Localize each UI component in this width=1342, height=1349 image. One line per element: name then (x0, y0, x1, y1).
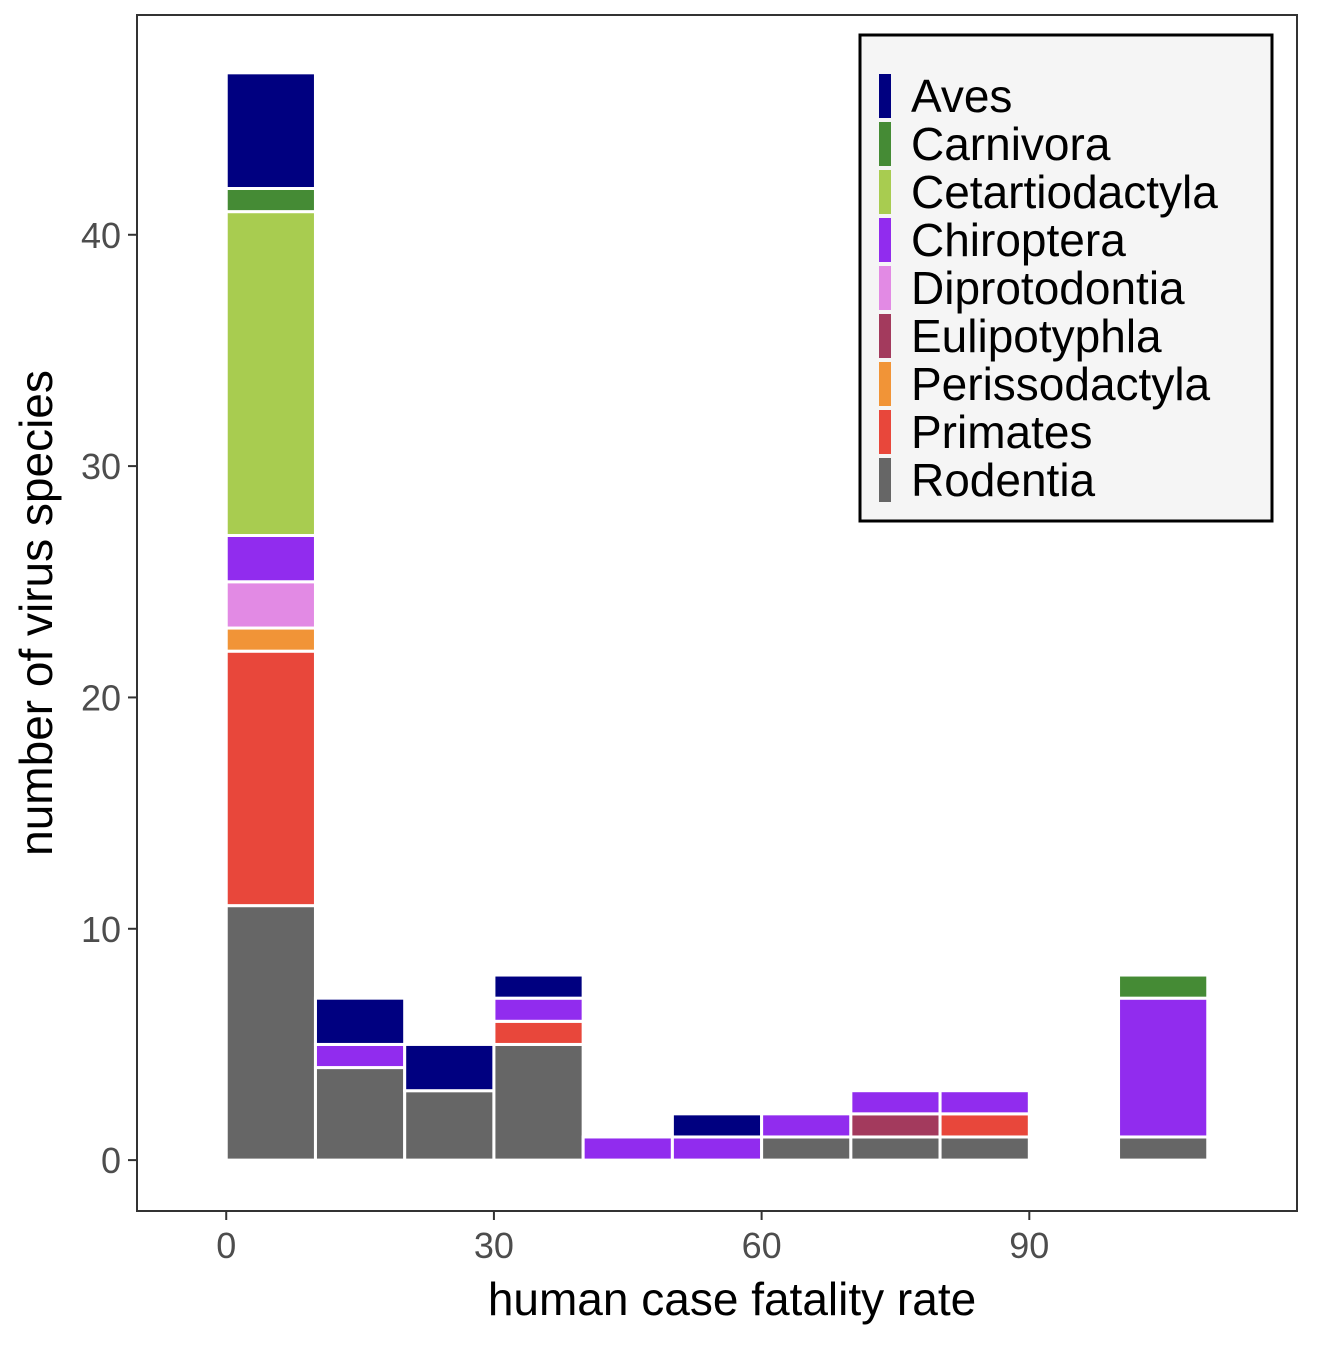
bar-diprotodontia-bin-0 (224, 580, 317, 630)
legend-swatch-rodentia (879, 458, 891, 502)
bar-chiroptera-bin-30 (492, 996, 585, 1023)
legend-label-chiroptera: Chiroptera (911, 214, 1126, 266)
bar-chiroptera-bin-40 (581, 1135, 674, 1162)
bar-primates-bin-80 (938, 1112, 1031, 1139)
bar-chiroptera-bin-70 (849, 1089, 942, 1116)
bar-chiroptera-bin-80 (938, 1089, 1031, 1116)
bar-eulipotyphla-bin-70 (849, 1112, 942, 1139)
legend-swatch-carnivora (879, 122, 891, 166)
bar-rodentia-bin-80 (938, 1135, 1031, 1162)
bar-rodentia-bin-30 (492, 1042, 585, 1162)
x-tick-label: 30 (474, 1225, 514, 1266)
y-tick-label: 0 (101, 1140, 121, 1181)
y-axis: 0 10 20 30 40 (81, 215, 137, 1181)
legend: AvesCarnivoraCetartiodactylaChiropteraDi… (858, 33, 1274, 523)
bar-primates-bin-30 (492, 1019, 585, 1046)
y-tick-label: 30 (81, 446, 121, 487)
y-axis-title: number of virus species (10, 370, 62, 856)
x-axis-title: human case fatality rate (488, 1273, 976, 1325)
bar-chiroptera-bin-0 (224, 534, 317, 584)
legend-swatch-chiroptera (879, 218, 891, 262)
bar-aves-bin-30 (492, 973, 585, 1000)
x-tick-label: 60 (742, 1225, 782, 1266)
legend-swatch-primates (879, 410, 891, 454)
bar-perissodactyla-bin-0 (224, 626, 317, 653)
bar-chiroptera-bin-60 (760, 1112, 853, 1139)
legend-swatch-eulipotyphla (879, 314, 891, 358)
bar-carnivora-bin-0 (224, 187, 317, 214)
x-axis: 0 30 60 90 (216, 1211, 1049, 1266)
legend-label-cetartiodactyla: Cetartiodactyla (911, 166, 1218, 218)
bars (224, 71, 1210, 1162)
bar-aves-bin-10 (313, 996, 407, 1046)
legend-label-diprotodontia: Diprotodontia (911, 262, 1185, 314)
legend-swatch-cetartiodactyla (879, 170, 891, 214)
legend-label-aves: Aves (911, 70, 1012, 122)
bar-rodentia-bin-70 (849, 1135, 942, 1162)
bar-rodentia-bin-10 (313, 1066, 407, 1162)
bar-aves-bin-20 (403, 1042, 496, 1093)
legend-label-eulipotyphla: Eulipotyphla (911, 310, 1162, 362)
bar-chiroptera-bin-10 (313, 1042, 407, 1070)
bar-rodentia-bin-0 (224, 904, 317, 1162)
y-tick-label: 20 (81, 677, 121, 718)
x-tick-label: 90 (1009, 1225, 1049, 1266)
bar-rodentia-bin-60 (760, 1135, 853, 1162)
x-tick-label: 0 (216, 1225, 236, 1266)
bar-rodentia-bin-20 (403, 1089, 496, 1162)
bar-carnivora-bin-100 (1117, 973, 1210, 1000)
legend-swatch-perissodactyla (879, 362, 891, 406)
bar-aves-bin-50 (670, 1112, 764, 1139)
bar-aves-bin-0 (224, 71, 317, 190)
bar-primates-bin-0 (224, 649, 317, 908)
bar-rodentia-bin-100 (1117, 1135, 1210, 1162)
y-tick-label: 10 (81, 909, 121, 950)
legend-label-rodentia: Rodentia (911, 454, 1096, 506)
legend-label-primates: Primates (911, 406, 1092, 458)
bar-chiroptera-bin-100 (1117, 996, 1210, 1139)
legend-swatch-diprotodontia (879, 266, 891, 310)
y-tick-label: 40 (81, 215, 121, 256)
bar-cetartiodactyla-bin-0 (224, 210, 317, 537)
legend-swatch-aves (879, 74, 891, 118)
legend-box (858, 33, 1274, 523)
legend-label-perissodactyla: Perissodactyla (911, 358, 1211, 410)
legend-label-carnivora: Carnivora (911, 118, 1111, 170)
bar-chiroptera-bin-50 (670, 1135, 764, 1162)
